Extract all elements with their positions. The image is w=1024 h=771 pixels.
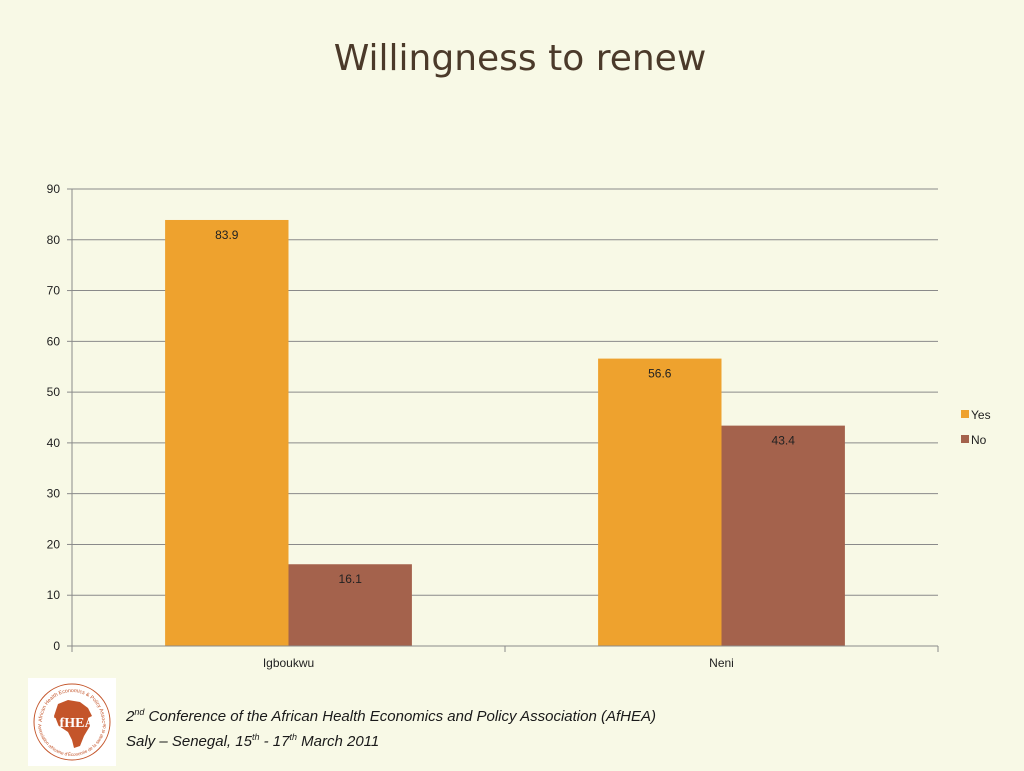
y-tick-label-40: 40 [47, 436, 61, 450]
data-label-no-igboukwu: 16.1 [339, 572, 363, 586]
bar-yes-igboukwu [165, 219, 289, 647]
bars [165, 219, 845, 647]
chart-legend: Yes No [961, 408, 991, 447]
legend-label-no: No [971, 433, 987, 447]
x-tick-label-igboukwu: Igboukwu [263, 656, 314, 670]
footer-line-2: Saly – Senegal, 15th - 17th March 2011 [126, 732, 380, 750]
y-tick-label-70: 70 [47, 284, 61, 298]
y-tick-label-80: 80 [47, 233, 61, 247]
y-axis-tick-labels: 0 10 20 30 40 50 60 70 80 90 [47, 182, 61, 653]
y-tick-label-90: 90 [47, 182, 61, 196]
y-tick-label-30: 30 [47, 487, 61, 501]
legend-swatch-no [961, 435, 969, 443]
legend-label-yes: Yes [971, 408, 991, 422]
y-tick-label-20: 20 [47, 537, 61, 551]
footer-line-1: 2nd Conference of the African Health Eco… [126, 707, 656, 725]
bar-data-labels: 83.9 16.1 56.6 43.4 [215, 228, 795, 586]
bar-chart: 0 10 20 30 40 50 60 70 80 90 83.9 16.1 56.6 43.4 Igb… [47, 182, 991, 670]
y-tick-label-50: 50 [47, 385, 61, 399]
x-tick-label-neni: Neni [709, 656, 734, 670]
bar-no-neni [721, 425, 845, 646]
slide-title: Willingness to renew [333, 38, 707, 79]
data-label-yes-igboukwu: 83.9 [215, 228, 239, 242]
bar-yes-neni [598, 358, 722, 646]
y-tick-label-10: 10 [47, 588, 61, 602]
svg-text:AfHEA: AfHEA [49, 716, 95, 731]
data-label-no-neni: 43.4 [772, 434, 796, 448]
y-tick-label-60: 60 [47, 334, 61, 348]
footer-conference-text: 2nd Conference of the African Health Eco… [126, 702, 656, 752]
legend-swatch-yes [961, 410, 969, 418]
bar-no-igboukwu [288, 564, 412, 646]
data-label-yes-neni: 56.6 [648, 367, 672, 381]
y-tick-label-0: 0 [53, 639, 60, 653]
afhea-logo: African Health Economics & Policy Associ… [26, 674, 116, 766]
x-axis: Igboukwu Neni [71, 189, 939, 670]
